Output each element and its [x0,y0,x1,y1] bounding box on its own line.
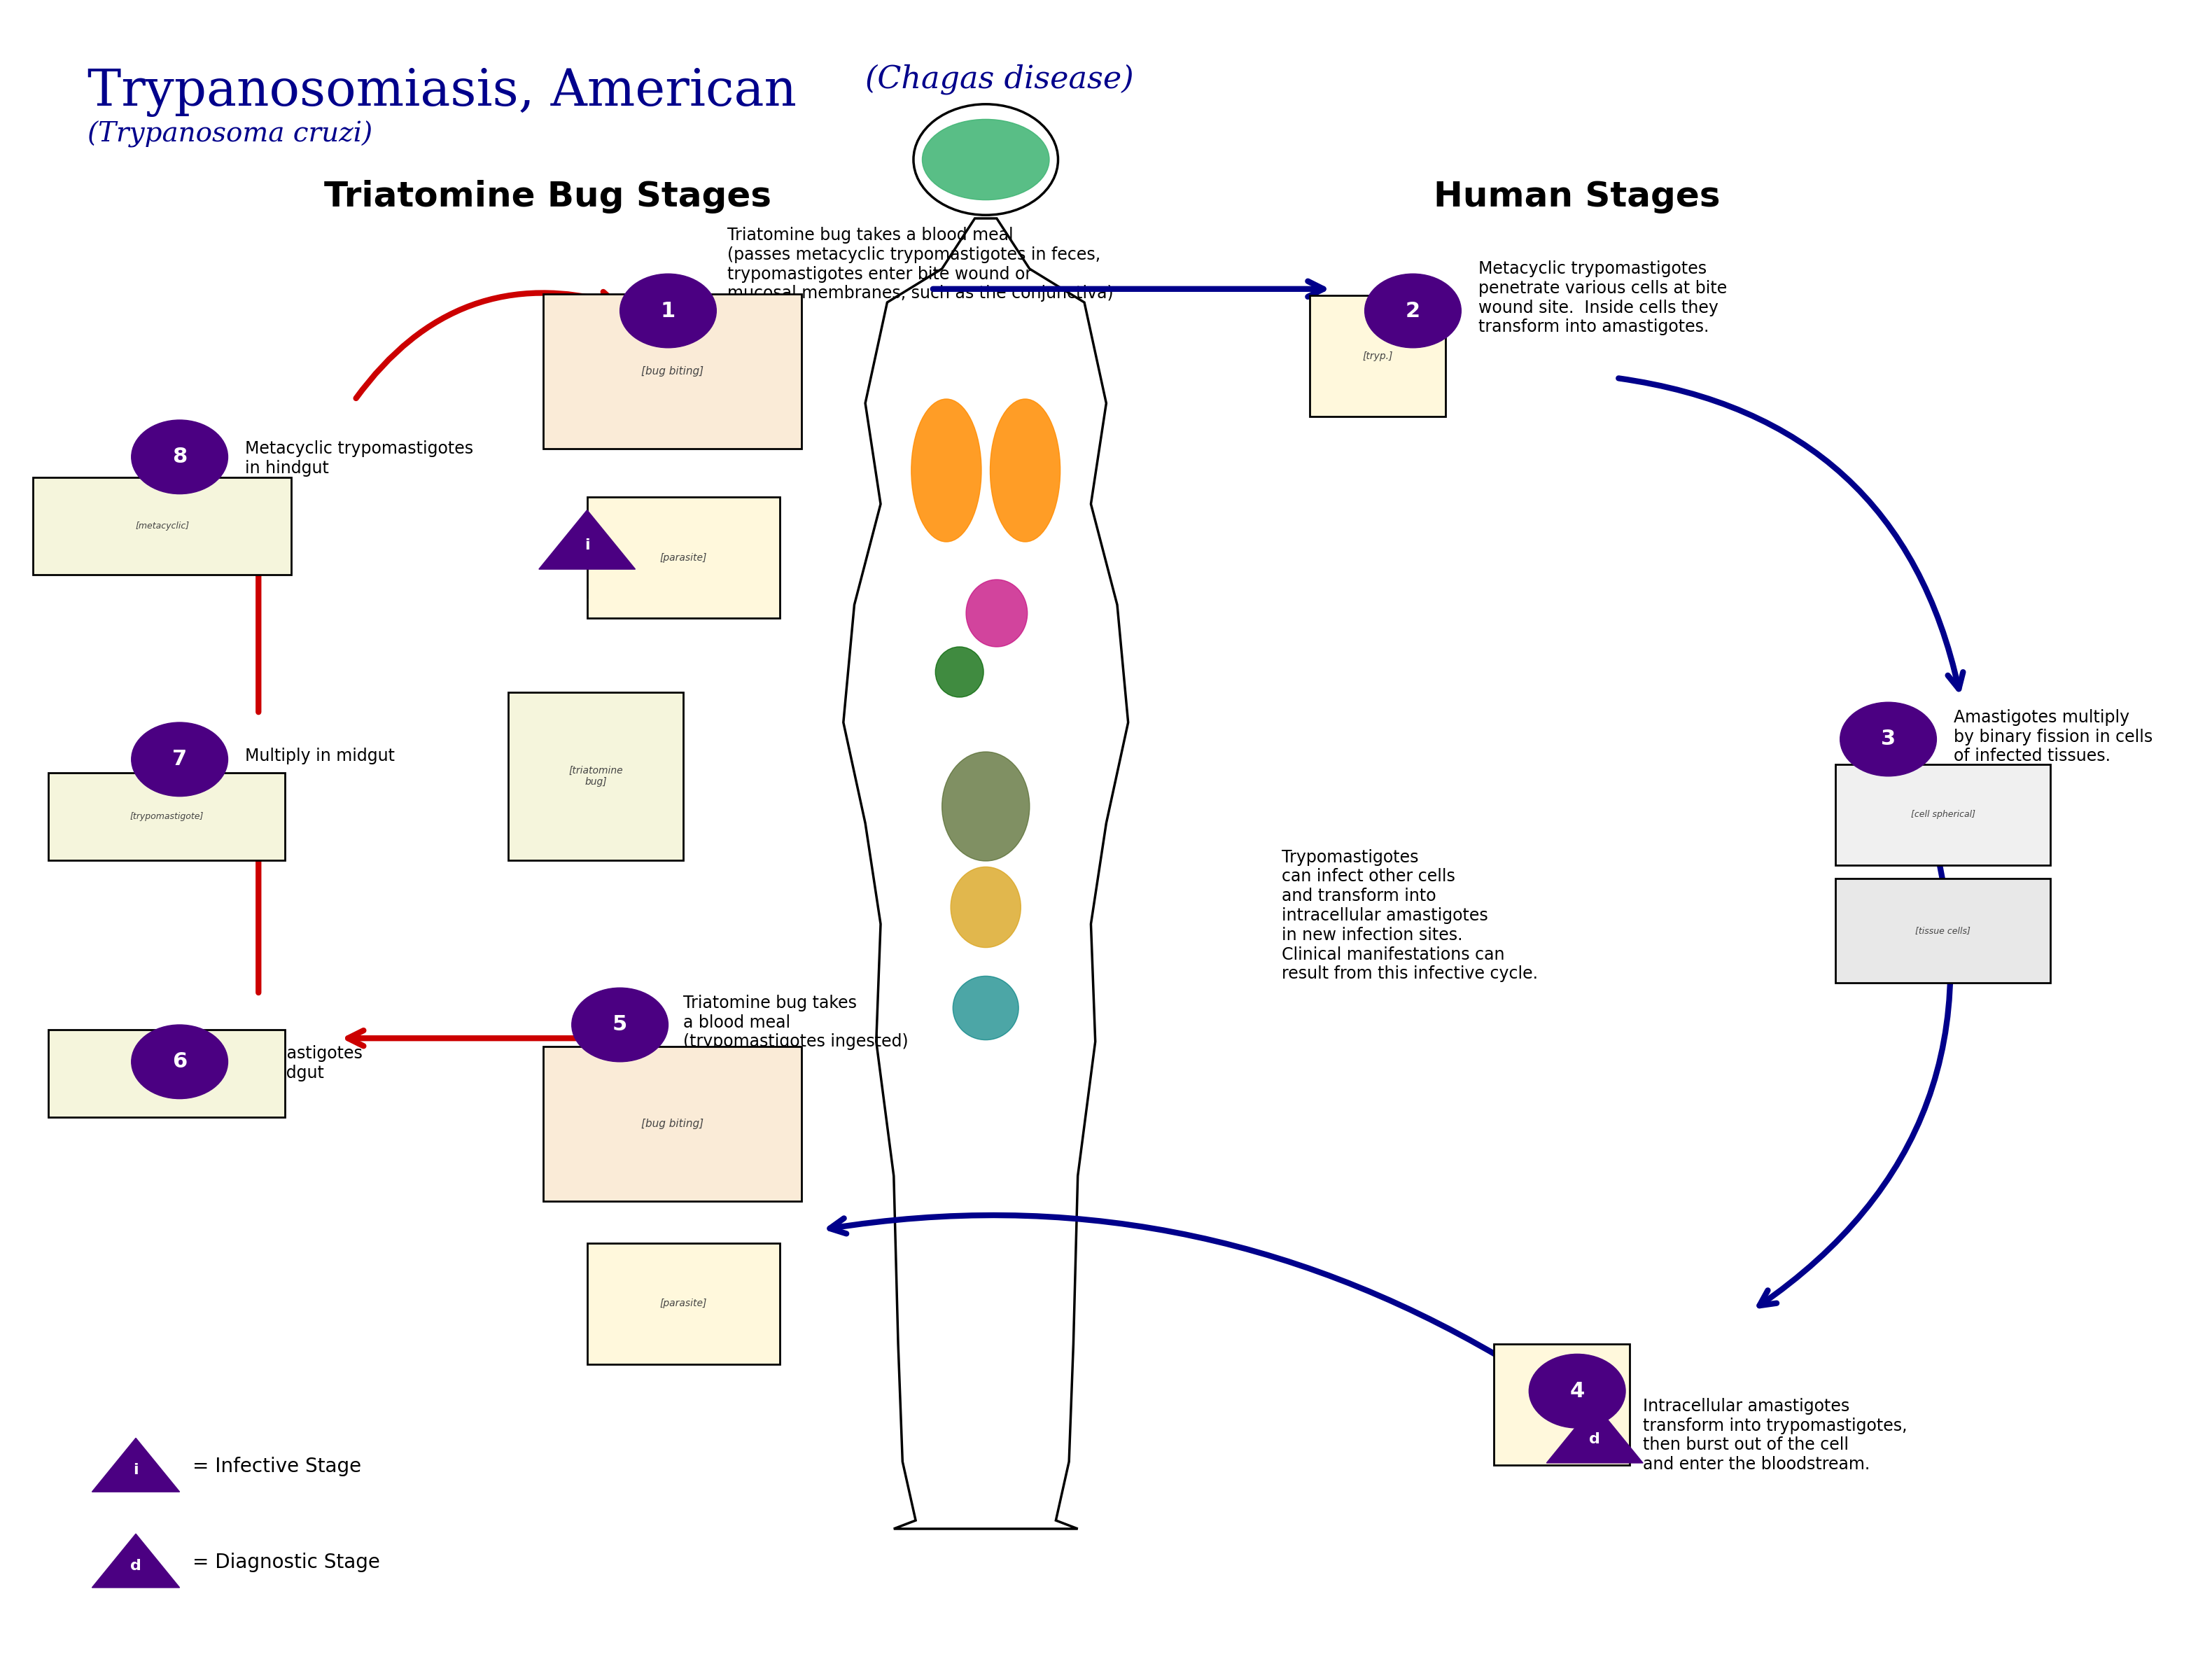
Ellipse shape [942,753,1030,860]
Text: = Infective Stage: = Infective Stage [192,1457,362,1477]
Polygon shape [1546,1404,1643,1463]
Text: 8: 8 [172,447,187,467]
Text: Human Stages: Human Stages [1433,180,1720,213]
Text: 4: 4 [1570,1381,1585,1401]
Text: i: i [132,1463,139,1477]
Text: Intracellular amastigotes
transform into trypomastigotes,
then burst out of the : Intracellular amastigotes transform into… [1643,1398,1907,1473]
Text: 7: 7 [172,749,187,769]
Text: Trypanosomiasis, American: Trypanosomiasis, American [88,67,796,116]
Text: d: d [130,1559,141,1572]
Ellipse shape [950,867,1021,948]
Text: (Chagas disease): (Chagas disease) [864,64,1133,94]
Ellipse shape [953,976,1019,1040]
FancyBboxPatch shape [1837,879,2051,983]
Text: [tryp.]: [tryp.] [1546,1399,1577,1410]
FancyBboxPatch shape [587,1243,781,1364]
Circle shape [132,420,227,494]
Text: 3: 3 [1881,729,1896,749]
Text: Amastigotes multiply
by binary fission in cells
of infected tissues.: Amastigotes multiply by binary fission i… [1954,709,2152,764]
Text: Triatomine Bug Stages: Triatomine Bug Stages [324,180,772,213]
Text: 1: 1 [662,301,675,321]
Text: Epimastigotes
in midgut: Epimastigotes in midgut [245,1045,364,1082]
Text: d: d [1590,1431,1601,1446]
Text: Multiply in midgut: Multiply in midgut [245,748,395,764]
Text: 6: 6 [172,1052,187,1072]
Ellipse shape [935,647,983,697]
Circle shape [1528,1354,1625,1428]
Text: [parasite]: [parasite] [659,1299,708,1309]
Polygon shape [538,511,635,570]
Text: 2: 2 [1405,301,1420,321]
Text: Triatomine bug takes a blood meal
(passes metacyclic trypomastigotes in feces,
t: Triatomine bug takes a blood meal (passe… [728,227,1114,302]
Text: (Trypanosoma cruzi): (Trypanosoma cruzi) [88,121,373,148]
FancyBboxPatch shape [49,1030,284,1117]
Text: [cell spherical]: [cell spherical] [1912,810,1976,820]
Text: Metacyclic trypomastigotes
penetrate various cells at bite
wound site.  Inside c: Metacyclic trypomastigotes penetrate var… [1480,260,1727,336]
Text: Metacyclic trypomastigotes
in hindgut: Metacyclic trypomastigotes in hindgut [245,440,474,477]
Ellipse shape [966,580,1028,647]
Polygon shape [93,1534,179,1588]
Circle shape [1841,702,1936,776]
FancyBboxPatch shape [1837,764,2051,865]
Text: [epimastigote]: [epimastigote] [135,1068,198,1079]
Polygon shape [93,1438,179,1492]
Text: Triatomine bug takes
a blood meal
(trypomastigotes ingested): Triatomine bug takes a blood meal (trypo… [684,995,908,1050]
Text: [triatomine
bug]: [triatomine bug] [569,766,624,786]
Ellipse shape [922,119,1050,200]
Ellipse shape [990,398,1061,541]
Circle shape [620,274,717,348]
Text: 5: 5 [613,1015,628,1035]
FancyBboxPatch shape [49,773,284,860]
Text: [bug biting]: [bug biting] [642,1119,703,1129]
Ellipse shape [911,398,981,541]
Text: [bug biting]: [bug biting] [642,366,703,376]
FancyBboxPatch shape [542,294,803,449]
Circle shape [571,988,668,1062]
Text: Trypomastigotes
can infect other cells
and transform into
intracellular amastigo: Trypomastigotes can infect other cells a… [1281,848,1537,983]
Text: i: i [584,538,589,553]
Text: [tryp.]: [tryp.] [1363,351,1394,361]
FancyBboxPatch shape [1310,296,1446,417]
FancyBboxPatch shape [542,1047,803,1201]
FancyBboxPatch shape [1495,1344,1629,1465]
Text: = Diagnostic Stage: = Diagnostic Stage [192,1552,379,1572]
Circle shape [1365,274,1462,348]
Text: [metacyclic]: [metacyclic] [135,521,190,531]
FancyBboxPatch shape [507,692,684,860]
Text: [trypomastigote]: [trypomastigote] [130,811,203,822]
Circle shape [132,722,227,796]
Text: [tissue cells]: [tissue cells] [1916,926,1971,936]
Circle shape [132,1025,227,1099]
FancyBboxPatch shape [587,497,781,618]
FancyBboxPatch shape [33,477,291,575]
Text: [parasite]: [parasite] [659,553,708,563]
